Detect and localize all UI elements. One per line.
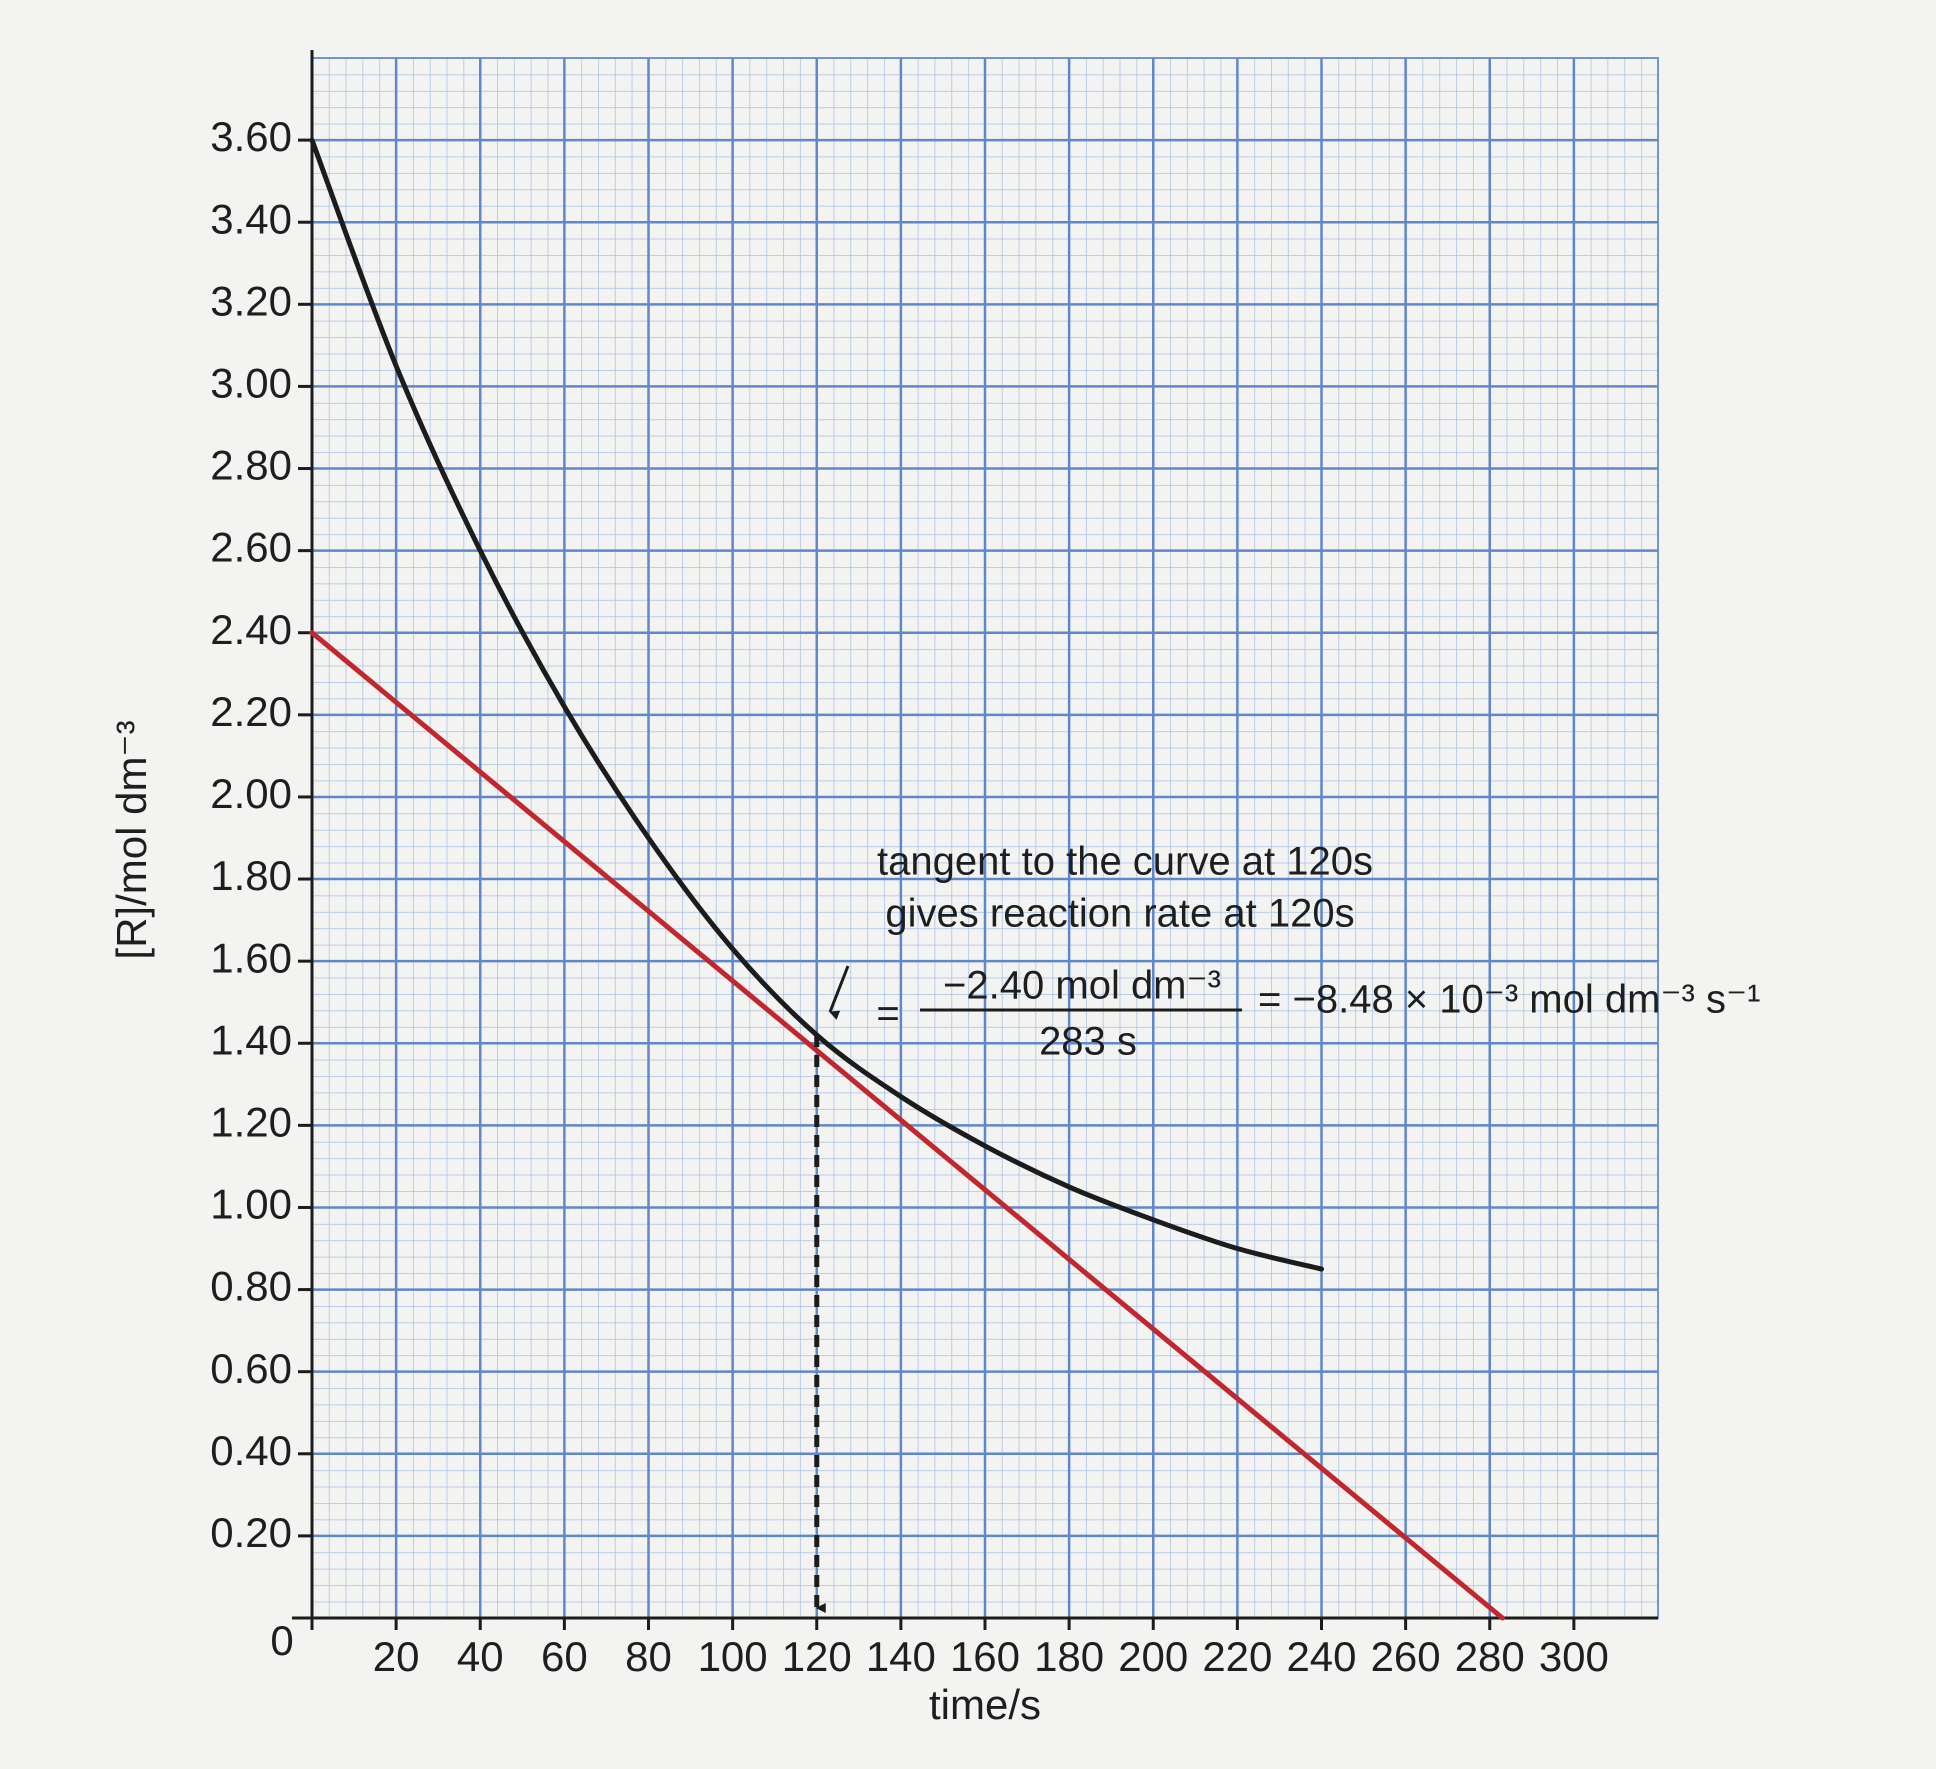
annotation-arrow xyxy=(828,965,850,1020)
x-tick-label: 180 xyxy=(1034,1633,1104,1680)
y-tick-label: 3.00 xyxy=(210,360,292,407)
y-tick-label: 1.80 xyxy=(210,852,292,899)
x-tick-label: 260 xyxy=(1371,1633,1441,1680)
y-tick-label: 0.80 xyxy=(210,1263,292,1310)
x-tick-label: 280 xyxy=(1455,1633,1525,1680)
y-tick-label: 1.40 xyxy=(210,1016,292,1063)
x-tick-label: 200 xyxy=(1118,1633,1188,1680)
x-axis-label: time/s xyxy=(929,1681,1041,1728)
x-tick-label: 140 xyxy=(866,1633,936,1680)
x-tick-label: 80 xyxy=(625,1633,672,1680)
curve xyxy=(309,137,1324,1272)
x-tick-label: 120 xyxy=(782,1633,852,1680)
annotation: = xyxy=(876,992,899,1036)
x-tick-label: 220 xyxy=(1202,1633,1272,1680)
y-tick-label: 0.20 xyxy=(210,1509,292,1556)
y-tick-label: 3.20 xyxy=(210,277,292,324)
y-tick-label: 2.40 xyxy=(210,606,292,653)
y-tick-label: 3.40 xyxy=(210,195,292,242)
y-tick-label: 3.60 xyxy=(210,113,292,160)
y-tick-label: 2.20 xyxy=(210,688,292,735)
x-tick-label: 60 xyxy=(541,1633,588,1680)
y-tick-label: 1.20 xyxy=(210,1098,292,1145)
y-tick-label: 0.40 xyxy=(210,1427,292,1474)
x-tick-label: 160 xyxy=(950,1633,1020,1680)
annotation: tangent to the curve at 120s xyxy=(877,840,1373,884)
annotation: −2.40 mol dm⁻³ xyxy=(943,964,1221,1008)
y-tick-label: 1.00 xyxy=(210,1181,292,1228)
x-tick-label: 40 xyxy=(457,1633,504,1680)
y-tick-label: 2.00 xyxy=(210,770,292,817)
annotation: 283 s xyxy=(1039,1020,1137,1064)
annotation: = −8.48 × 10⁻³ mol dm⁻³ s⁻¹ xyxy=(1258,978,1760,1022)
y-axis-label: [R]/mol dm⁻³ xyxy=(108,720,155,959)
tangent-line xyxy=(309,630,1505,1621)
y-tick-label: 2.60 xyxy=(210,524,292,571)
y-tick-label: 0.60 xyxy=(210,1345,292,1392)
annotation: gives reaction rate at 120s xyxy=(885,892,1354,936)
x-tick-label: 20 xyxy=(373,1633,420,1680)
y-tick-label: 1.60 xyxy=(210,934,292,981)
x-tick-label: 0 xyxy=(270,1617,293,1664)
x-tick-label: 300 xyxy=(1539,1633,1609,1680)
x-tick-label: 100 xyxy=(698,1633,768,1680)
y-tick-label: 2.80 xyxy=(210,442,292,489)
plot-area xyxy=(292,50,1659,1630)
x-tick-label: 240 xyxy=(1286,1633,1356,1680)
